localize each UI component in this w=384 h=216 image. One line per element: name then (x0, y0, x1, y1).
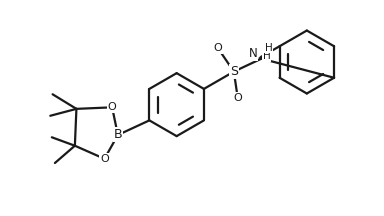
Text: O: O (233, 93, 242, 103)
Text: O: O (108, 102, 116, 112)
Text: H: H (265, 43, 272, 53)
Text: O: O (100, 154, 109, 164)
Text: B: B (114, 129, 122, 141)
Text: H: H (263, 51, 270, 61)
Text: N: N (249, 48, 257, 60)
Text: S: S (230, 65, 238, 78)
Text: O: O (214, 43, 222, 53)
